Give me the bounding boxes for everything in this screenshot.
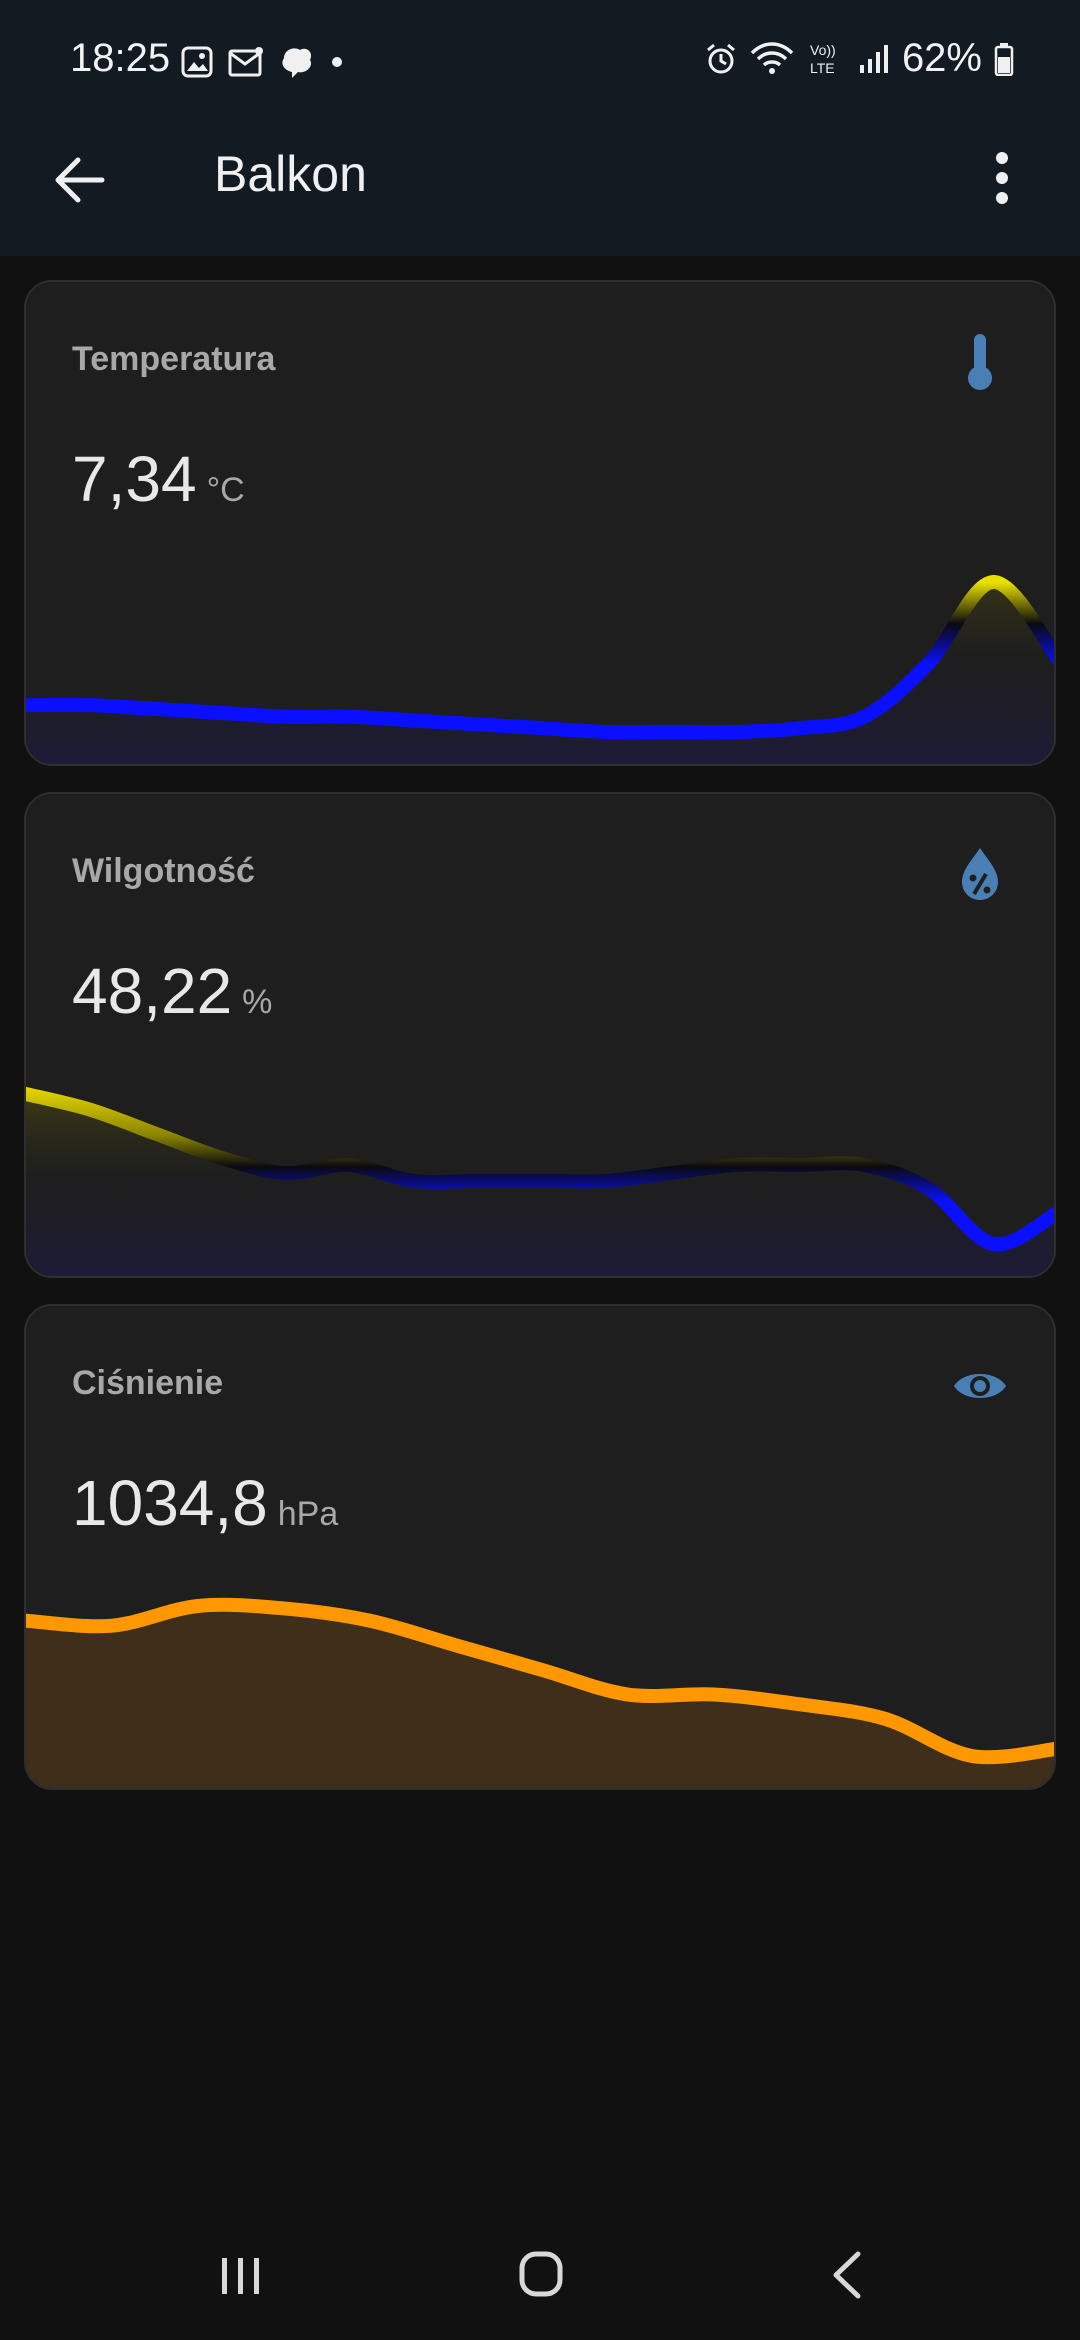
temperature-area: [26, 581, 1054, 764]
pressure-card[interactable]: Ciśnienie 1034,8 hPa: [24, 1304, 1056, 1790]
back-arrow-icon[interactable]: [50, 150, 110, 210]
card-label: Wilgotność: [72, 852, 255, 890]
app-notification-icon: [282, 48, 312, 78]
temperature-unit: °C: [206, 471, 245, 509]
humidity-drop-icon: [962, 848, 998, 900]
pressure-area: [26, 1604, 1054, 1788]
battery-icon: [994, 42, 1014, 76]
svg-text:Vo)): Vo)): [810, 42, 836, 58]
card-label: Temperatura: [72, 340, 276, 378]
humidity-unit: %: [242, 983, 273, 1021]
humidity-line: [26, 1087, 1054, 1252]
notification-icons: [180, 44, 344, 80]
humidity-card[interactable]: Wilgotność 48,22%: [24, 792, 1056, 1278]
gallery-icon: [181, 46, 213, 78]
humidity-value: 48,22: [72, 955, 233, 1027]
card-value: 7,34 °C: [72, 442, 245, 516]
status-bar: 18:25 Vo)) LTE 62%: [0, 0, 1080, 125]
status-right: Vo)) LTE 62%: [704, 36, 1014, 81]
pressure-value: 1034,8: [72, 1467, 268, 1539]
humidity-chart: [26, 1087, 1054, 1276]
back-nav-icon[interactable]: [806, 2240, 886, 2310]
temperature-card[interactable]: Temperatura 7,34 °C: [24, 280, 1056, 766]
page-title: Balkon: [214, 146, 367, 202]
recent-apps-icon[interactable]: [200, 2240, 280, 2310]
app-bar: [0, 125, 1080, 256]
status-time: 18:25: [70, 36, 171, 80]
alarm-icon: [706, 43, 735, 73]
thermometer-icon: [968, 334, 992, 390]
card-value: 1034,8 hPa: [72, 1466, 338, 1540]
signal-icon: [859, 44, 888, 73]
wifi-icon: [750, 41, 794, 74]
home-icon[interactable]: [500, 2240, 580, 2310]
mail-icon: [228, 47, 263, 77]
card-label: Ciśnienie: [72, 1364, 224, 1402]
temperature-chart: [26, 575, 1054, 764]
battery-percent: 62%: [901, 36, 982, 80]
temperature-line: [26, 575, 1054, 740]
svg-text:LTE: LTE: [810, 60, 835, 76]
card-value: 48,22%: [72, 954, 272, 1028]
eye-icon: [954, 1374, 1006, 1398]
temperature-value: 7,34: [72, 443, 197, 515]
dot-icon: [332, 57, 342, 67]
pressure-unit: hPa: [277, 1495, 339, 1533]
volte-lte-icon: Vo)) LTE: [810, 42, 836, 76]
pressure-line: [26, 1597, 1054, 1765]
pressure-chart: [26, 1597, 1054, 1788]
more-options-icon[interactable]: [980, 148, 1024, 208]
